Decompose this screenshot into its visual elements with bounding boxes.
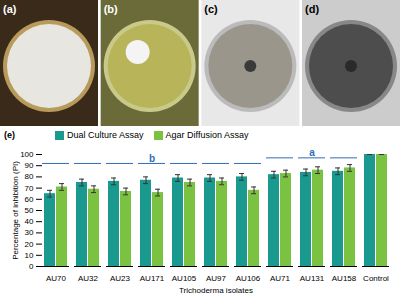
html-text:Dual Culture Assay: Dual Culture Assay [67,129,144,140]
svg-text:(b): (b) [104,3,118,15]
svg-text:50: 50 [25,206,34,215]
svg-text:AU23: AU23 [110,274,131,283]
svg-text:80: 80 [25,172,34,181]
svg-text:60: 60 [25,195,34,204]
svg-text:AU106: AU106 [236,274,261,283]
svg-text:0: 0 [29,262,34,271]
svg-text:10: 10 [25,251,34,260]
svg-text:90: 90 [25,161,34,170]
svg-text:AU171: AU171 [140,274,165,283]
svg-text:AU70: AU70 [46,274,67,283]
svg-text:AU71: AU71 [270,274,291,283]
svg-text:(c): (c) [204,3,218,15]
svg-text:70: 70 [25,184,34,193]
svg-text:AU158: AU158 [332,274,357,283]
svg-text:20: 20 [25,240,34,249]
html-text:(e): (e) [4,130,15,140]
svg-text:AU131: AU131 [300,274,325,283]
svg-text:b: b [149,153,155,164]
svg-text:AU105: AU105 [172,274,197,283]
svg-text:100: 100 [20,150,34,159]
svg-text:AU32: AU32 [78,274,99,283]
svg-text:40: 40 [25,217,34,226]
svg-text:Trichoderma isolates: Trichoderma isolates [179,286,253,295]
html-text:Agar Diffusion Assay: Agar Diffusion Assay [165,129,249,140]
svg-text:a: a [309,147,315,158]
svg-text:AU97: AU97 [206,274,227,283]
svg-text:(a): (a) [3,3,17,15]
svg-text:(d): (d) [305,3,319,15]
svg-text:30: 30 [25,228,34,237]
svg-text:Control: Control [363,274,389,283]
svg-text:Percentage of inhibition (PI): Percentage of inhibition (PI) [11,161,20,260]
